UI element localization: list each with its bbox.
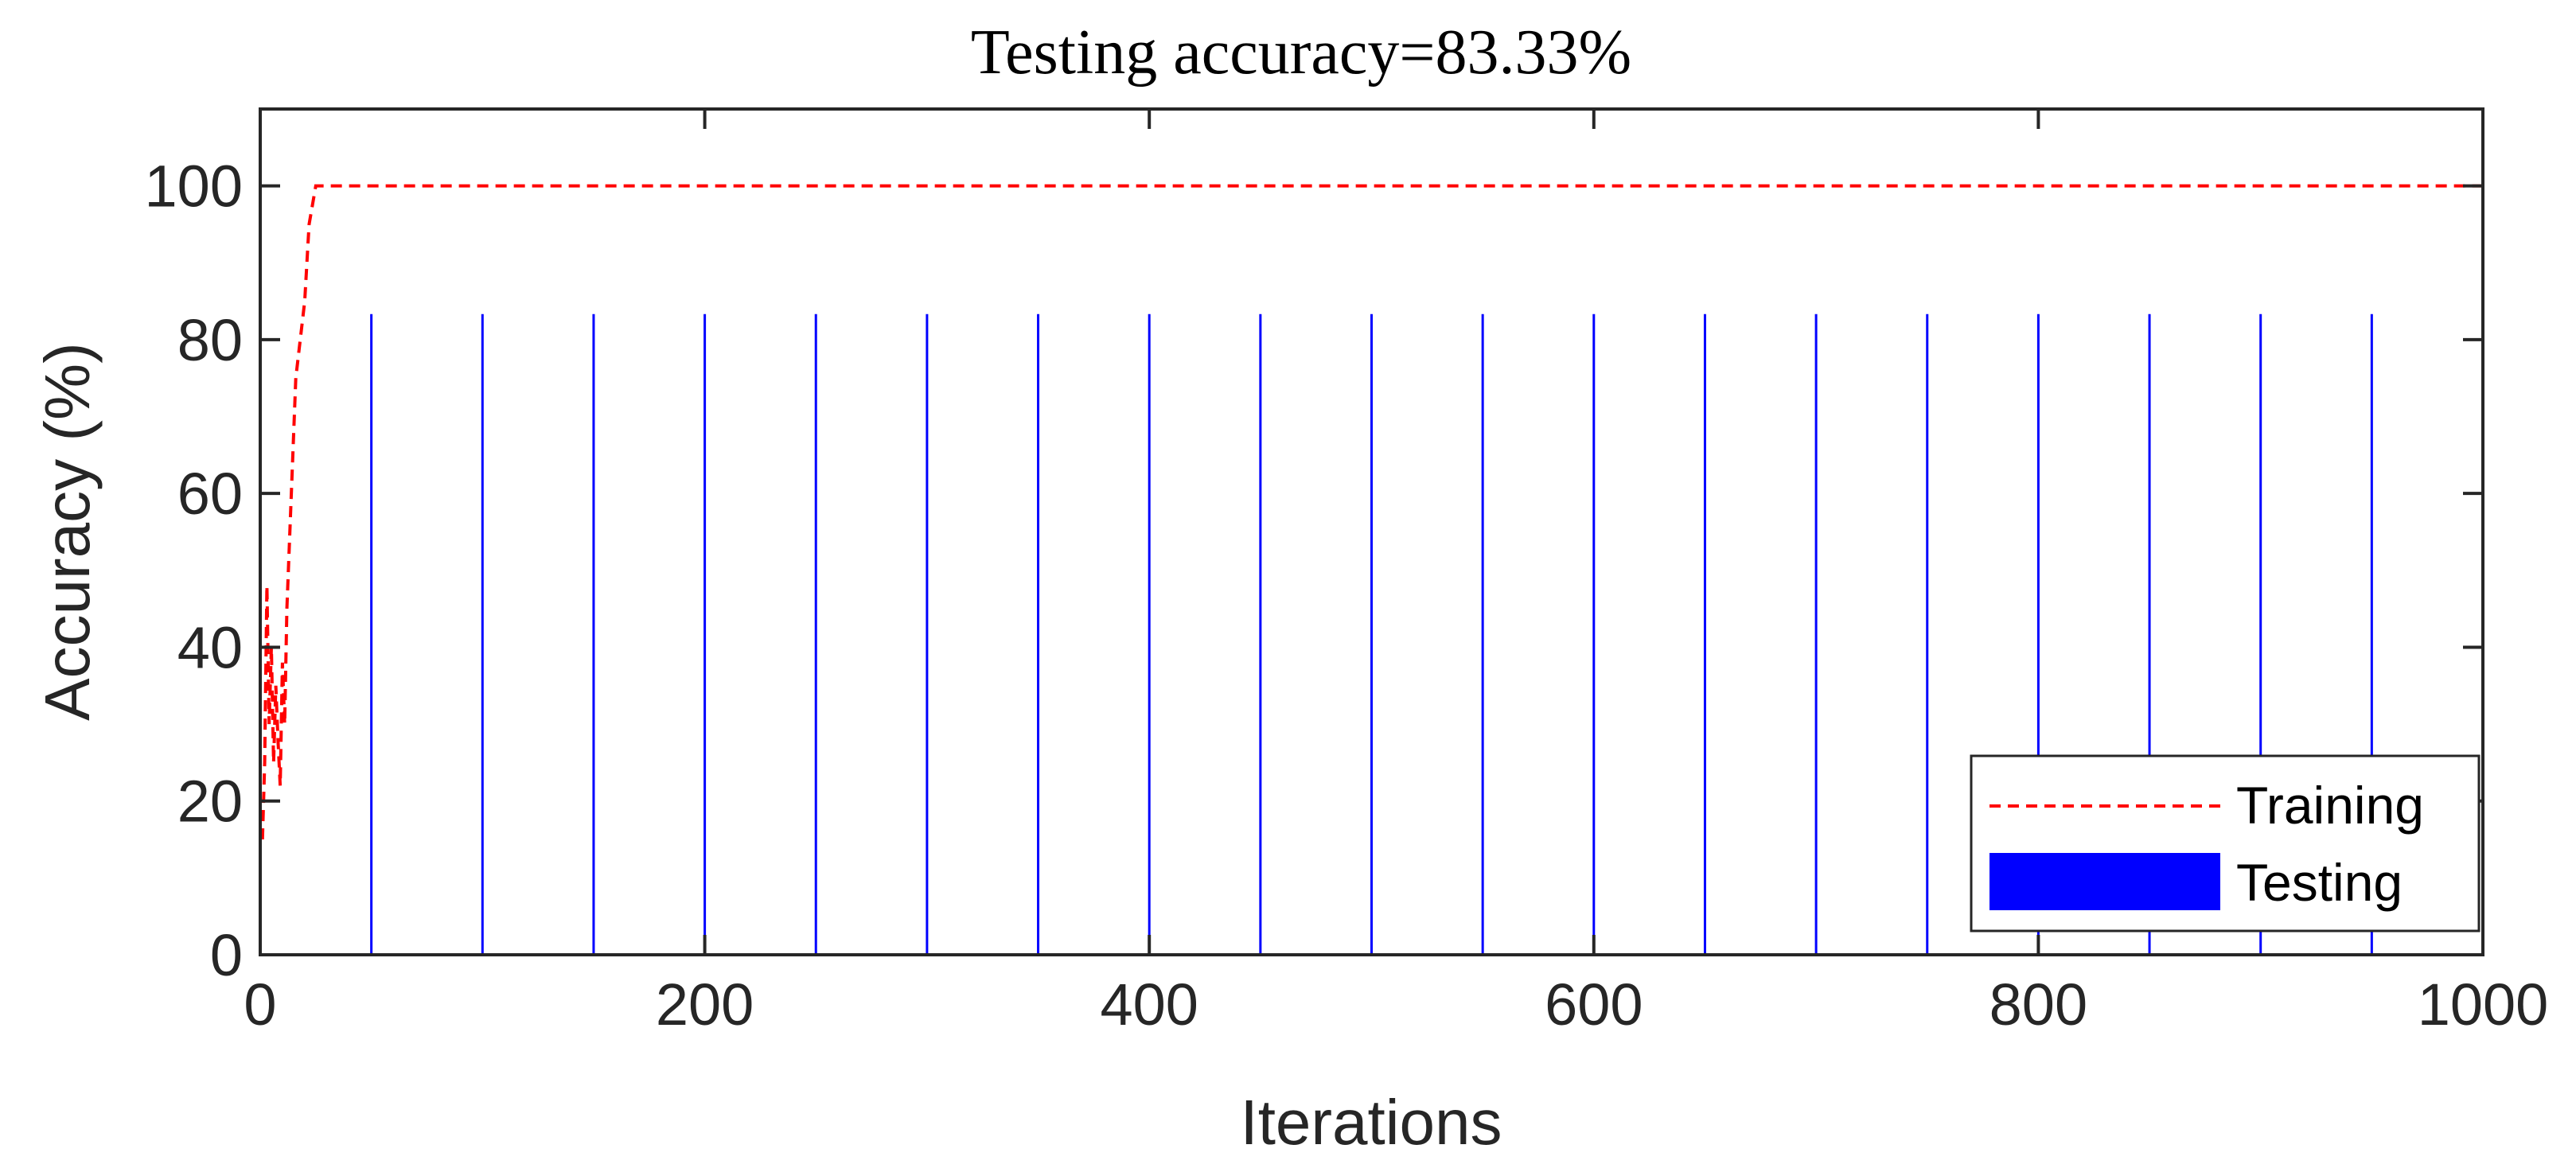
y-tick-label: 60 — [177, 461, 243, 527]
y-tick-label: 80 — [177, 307, 243, 373]
training-line — [260, 184, 2483, 840]
x-axis-label: Iterations — [1240, 1087, 1502, 1158]
x-tick-label: 800 — [1989, 971, 2087, 1038]
legend-testing-label: Testing — [2236, 853, 2403, 912]
legend-training-label: Training — [2236, 776, 2424, 835]
x-tick-label: 200 — [656, 971, 754, 1038]
y-tick-label: 0 — [210, 922, 243, 988]
x-tick-label: 400 — [1100, 971, 1198, 1038]
legend-testing-swatch — [1989, 853, 2220, 910]
y-tick-label: 100 — [145, 154, 243, 220]
x-tick-label: 1000 — [2418, 971, 2549, 1038]
y-tick-label: 40 — [177, 614, 243, 680]
x-tick-label: 0 — [244, 971, 276, 1038]
x-tick-label: 600 — [1545, 971, 1643, 1038]
axis-ticks: 0 200 400 600 800 1000 0 20 40 60 80 100 — [145, 109, 2549, 1038]
legend: Training Testing — [1970, 754, 2481, 933]
y-axis-label: Accuracy (%) — [32, 342, 103, 721]
y-tick-label: 20 — [177, 769, 243, 835]
chart-title: Testing accuracy=83.33% — [971, 18, 1631, 88]
axes-box — [259, 107, 2484, 956]
plot-area — [259, 184, 2484, 955]
